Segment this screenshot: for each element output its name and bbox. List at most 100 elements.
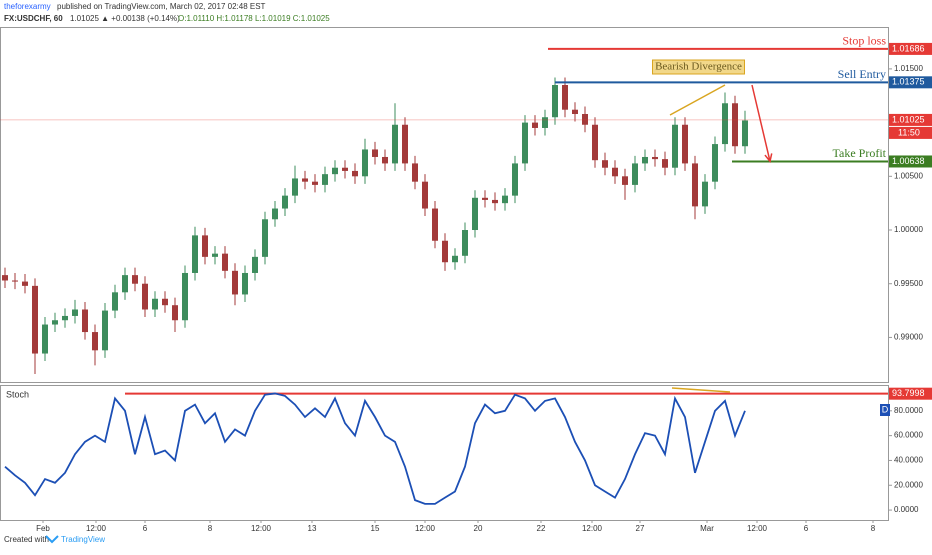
candle-body: [222, 253, 228, 271]
candle-body: [82, 309, 88, 333]
candle-body: [492, 199, 498, 204]
y-tick-label: 0.99500: [894, 279, 923, 288]
candle-body: [22, 281, 28, 286]
candle-body: [692, 163, 698, 207]
stoch-title: Stoch: [6, 389, 29, 399]
candle-body: [522, 122, 528, 164]
candle-body: [242, 272, 248, 295]
x-tick-label: 8: [871, 524, 876, 533]
candle-body: [572, 109, 578, 115]
annotation-box: [652, 59, 745, 75]
candle-body: [42, 324, 48, 354]
price-tag-label: 93.7998: [892, 388, 925, 398]
candle-body: [272, 208, 278, 220]
annotation-label: Bearish Divergence: [655, 61, 742, 73]
candle-body: [162, 298, 168, 306]
time-tag: [889, 126, 932, 139]
candle-body: [312, 181, 318, 185]
candle-body: [172, 305, 178, 321]
ohlc: O:1.01110 H:1.01178 L:1.01019 C:1.01025: [178, 14, 330, 23]
price-tag: [889, 155, 932, 168]
candle-body: [432, 208, 438, 241]
candle-body: [92, 332, 98, 351]
candle-body: [442, 240, 448, 263]
x-tick-label: 22: [537, 524, 546, 533]
candle-body: [392, 124, 398, 164]
candle-body: [322, 174, 328, 185]
badge: [880, 404, 890, 416]
candle-body: [422, 181, 428, 209]
candle-body: [142, 283, 148, 310]
y-tick-label: 0.99000: [894, 333, 923, 342]
candle-body: [292, 178, 298, 196]
x-tick-label: 12:00: [415, 524, 436, 533]
y-tick-label: 1.00000: [894, 225, 923, 234]
candle-body: [282, 195, 288, 209]
x-tick-label: 15: [371, 524, 380, 533]
candle-body: [102, 310, 108, 351]
candle-body: [382, 156, 388, 164]
candle-body: [252, 256, 258, 273]
arrow: [751, 84, 773, 163]
candle-body: [742, 120, 748, 147]
y-tick-label: 1.01500: [894, 64, 923, 73]
level-label: Stop loss: [842, 34, 886, 48]
candle-body: [12, 280, 18, 282]
x-tick-label: 6: [804, 524, 809, 533]
candle-body: [72, 309, 78, 316]
price-tag: [889, 113, 932, 126]
symbol: FX:USDCHF, 60: [4, 14, 63, 23]
candle-body: [632, 163, 638, 185]
published: published on TradingView.com, March 02, …: [57, 2, 266, 11]
candle-body: [502, 195, 508, 204]
y-tick-label: 60.0000: [894, 431, 923, 440]
x-tick-label: 8: [208, 524, 213, 533]
price-tag-label: 1.01025: [892, 114, 925, 124]
candle-body: [112, 292, 118, 311]
x-tick-label: Mar: [700, 524, 714, 533]
x-tick-label: 27: [636, 524, 645, 533]
price-tag-label: 1.00638: [892, 156, 925, 166]
x-tick-label: 12:00: [582, 524, 603, 533]
y-tick-label: 40.0000: [894, 456, 923, 465]
price-tag-label: 1.01686: [892, 43, 925, 53]
candle-body: [2, 275, 8, 281]
candle-body: [712, 144, 718, 182]
candle-body: [562, 85, 568, 110]
y-tick-label: 1.00500: [894, 171, 923, 180]
stoch-pane: [0, 385, 889, 521]
candle-body: [342, 167, 348, 171]
price-tag: [889, 76, 932, 89]
candle-body: [362, 149, 368, 177]
candle-body: [52, 320, 58, 325]
candle-body: [702, 181, 708, 207]
candle-body: [512, 163, 518, 196]
candle-body: [682, 124, 688, 164]
candle-body: [602, 160, 608, 168]
candle-body: [262, 219, 268, 257]
stoch-line: [4, 392, 746, 505]
candle-body: [662, 159, 668, 168]
candle-body: [402, 124, 408, 164]
x-tick-label: 6: [143, 524, 148, 533]
price-pane: [0, 27, 889, 383]
candle-body: [62, 315, 68, 321]
candle-body: [232, 270, 238, 295]
candle-body: [372, 149, 378, 157]
level-label: Sell Entry: [838, 67, 886, 81]
candle-body: [182, 272, 188, 321]
time-tag-label: 11:50: [898, 127, 920, 137]
candle-body: [582, 114, 588, 125]
author: theforexarmy: [4, 2, 51, 11]
candle-body: [352, 170, 358, 177]
candle-body: [732, 103, 738, 147]
candle-body: [192, 235, 198, 273]
footer-created: Created with: [4, 535, 49, 544]
x-tick-label: Feb: [36, 524, 50, 533]
y-tick-label: 20.0000: [894, 480, 923, 489]
candle-body: [32, 285, 38, 354]
x-tick-label: 12:00: [251, 524, 272, 533]
x-tick-label: 20: [474, 524, 483, 533]
candle-body: [302, 178, 308, 182]
